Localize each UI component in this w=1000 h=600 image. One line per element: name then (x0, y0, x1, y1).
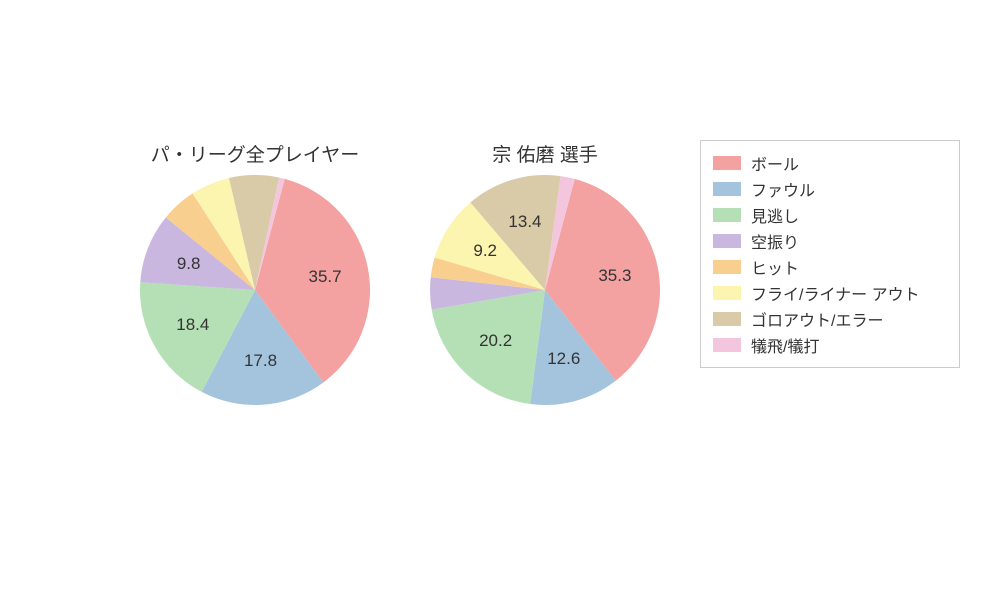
chart-canvas: { "background_color": "#ffffff", "canvas… (0, 0, 1000, 600)
legend-item-fly: フライ/ライナー アウト (713, 281, 947, 305)
pie-title-league: パ・リーグ全プレイヤー (110, 140, 400, 167)
pie-chart-player (430, 175, 660, 405)
legend-label-look: 見逃し (751, 203, 799, 227)
legend-label-foul: ファウル (751, 177, 815, 201)
legend-swatch-look (713, 208, 741, 222)
legend-label-hit: ヒット (751, 255, 799, 279)
legend-swatch-sac (713, 338, 741, 352)
legend-label-fly: フライ/ライナー アウト (751, 281, 920, 305)
legend-item-look: 見逃し (713, 203, 947, 227)
legend-label-ball: ボール (751, 151, 799, 175)
pie-title-player: 宗 佑磨 選手 (400, 140, 690, 167)
legend-item-ground: ゴロアウト/エラー (713, 307, 947, 331)
legend-item-sac: 犠飛/犠打 (713, 333, 947, 357)
legend-swatch-ball (713, 156, 741, 170)
legend-swatch-fly (713, 286, 741, 300)
pie-chart-league (140, 175, 370, 405)
legend-swatch-ground (713, 312, 741, 326)
legend-swatch-hit (713, 260, 741, 274)
legend-label-sac: 犠飛/犠打 (751, 333, 819, 357)
legend-item-ball: ボール (713, 151, 947, 175)
legend-item-foul: ファウル (713, 177, 947, 201)
legend-item-hit: ヒット (713, 255, 947, 279)
legend-swatch-swing (713, 234, 741, 248)
legend-swatch-foul (713, 182, 741, 196)
pie-slice-player-look (432, 290, 545, 404)
legend-label-ground: ゴロアウト/エラー (751, 307, 883, 331)
legend-item-swing: 空振り (713, 229, 947, 253)
legend-label-swing: 空振り (751, 229, 799, 253)
legend: ボールファウル見逃し空振りヒットフライ/ライナー アウトゴロアウト/エラー犠飛/… (700, 140, 960, 368)
